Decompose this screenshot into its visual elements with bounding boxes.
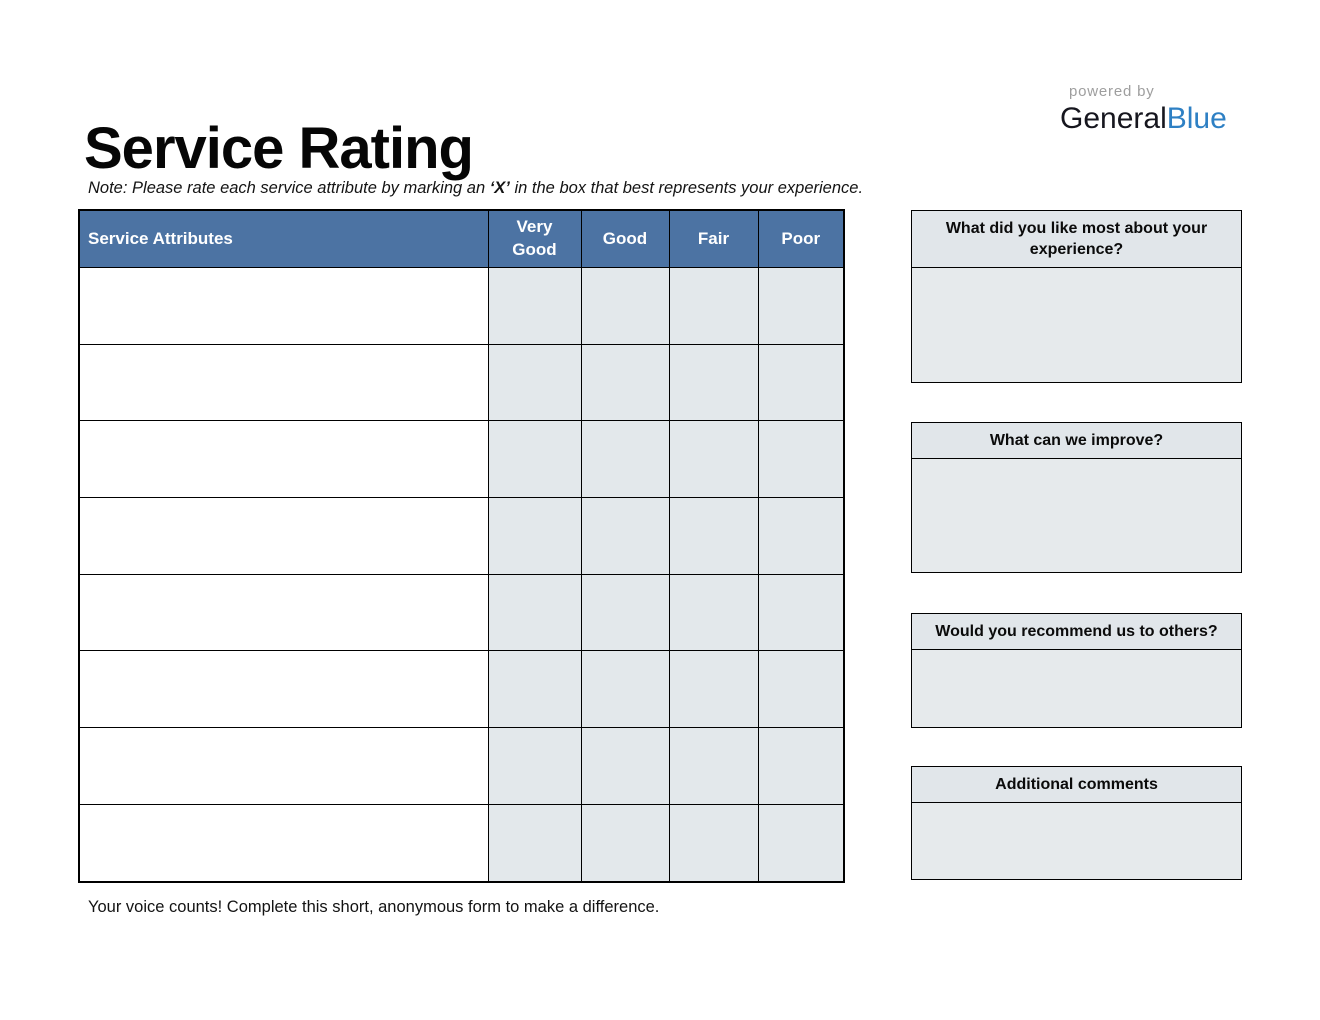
rating-cell-very-good[interactable] [487, 343, 582, 422]
service-attribute-cell[interactable] [78, 420, 489, 499]
table-row [78, 343, 845, 422]
rating-cell-very-good[interactable] [487, 497, 582, 575]
rating-cell-poor[interactable] [757, 497, 845, 575]
table-row [78, 727, 845, 805]
rating-cell-fair[interactable] [668, 497, 759, 575]
rating-cell-good[interactable] [580, 573, 670, 652]
service-attribute-cell[interactable] [78, 267, 489, 345]
rating-cell-fair[interactable] [668, 343, 759, 422]
box-input-recommend[interactable] [912, 650, 1241, 727]
column-header-service-attributes: Service Attributes [78, 209, 489, 268]
rating-cell-good[interactable] [580, 343, 670, 422]
side-box-improve: What can we improve? [911, 422, 1242, 574]
column-header-fair: Fair [668, 209, 759, 268]
service-rating-table: Service Attributes Very Good Good Fair P… [78, 209, 845, 883]
side-box-additional-comments: Additional comments [911, 766, 1242, 881]
rating-cell-good[interactable] [580, 803, 670, 883]
instruction-note: Note: Please rate each service attribute… [88, 179, 863, 198]
table-row [78, 650, 845, 729]
service-attribute-cell[interactable] [78, 803, 489, 883]
note-x-mark: ‘X’ [489, 179, 510, 197]
rating-cell-fair[interactable] [668, 803, 759, 883]
rating-cell-good[interactable] [580, 267, 670, 345]
general-blue-logo: powered by GeneralBlue [1060, 84, 1227, 135]
rating-cell-fair[interactable] [668, 727, 759, 805]
box-title-liked-most: What did you like most about your experi… [912, 211, 1241, 269]
rating-cell-poor[interactable] [757, 420, 845, 499]
rating-cell-poor[interactable] [757, 343, 845, 422]
column-header-good: Good [580, 209, 670, 268]
table-row [78, 497, 845, 575]
rating-cell-good[interactable] [580, 727, 670, 805]
table-row [78, 420, 845, 499]
rating-cell-poor[interactable] [757, 650, 845, 729]
box-input-improve[interactable] [912, 459, 1241, 572]
rating-cell-fair[interactable] [668, 573, 759, 652]
rating-cell-poor[interactable] [757, 803, 845, 883]
note-prefix: Note: Please rate each service attribute… [88, 179, 490, 197]
page-title: Service Rating [84, 115, 474, 181]
table-row [78, 803, 845, 883]
note-suffix: in the box that best represents your exp… [509, 179, 864, 197]
rating-cell-good[interactable] [580, 497, 670, 575]
rating-cell-fair[interactable] [668, 267, 759, 345]
service-attribute-cell[interactable] [78, 573, 489, 652]
table-header-row: Service Attributes Very Good Good Fair P… [78, 209, 845, 268]
side-box-recommend: Would you recommend us to others? [911, 613, 1242, 729]
rating-cell-good[interactable] [580, 420, 670, 499]
brand-general-text: General [1060, 102, 1167, 135]
rating-cell-poor[interactable] [757, 267, 845, 345]
box-input-liked-most[interactable] [912, 268, 1241, 382]
rating-cell-very-good[interactable] [487, 267, 582, 345]
service-attribute-cell[interactable] [78, 343, 489, 422]
column-header-poor: Poor [757, 209, 845, 268]
box-input-additional-comments[interactable] [912, 803, 1241, 879]
rating-cell-good[interactable] [580, 650, 670, 729]
service-attribute-cell[interactable] [78, 727, 489, 805]
rating-cell-fair[interactable] [668, 650, 759, 729]
rating-cell-very-good[interactable] [487, 420, 582, 499]
side-box-liked-most: What did you like most about your experi… [911, 210, 1242, 384]
rating-cell-poor[interactable] [757, 727, 845, 805]
rating-cell-very-good[interactable] [487, 573, 582, 652]
rating-cell-poor[interactable] [757, 573, 845, 652]
box-title-improve: What can we improve? [912, 423, 1241, 460]
brand-wordmark: GeneralBlue [1060, 102, 1227, 135]
table-row [78, 573, 845, 652]
column-header-very-good: Very Good [487, 209, 582, 268]
box-title-recommend: Would you recommend us to others? [912, 614, 1241, 651]
brand-blue-text: Blue [1166, 102, 1227, 135]
rating-cell-very-good[interactable] [487, 727, 582, 805]
powered-by-label: powered by [1069, 83, 1155, 100]
rating-cell-very-good[interactable] [487, 650, 582, 729]
rating-cell-fair[interactable] [668, 420, 759, 499]
table-row [78, 267, 845, 345]
service-attribute-cell[interactable] [78, 650, 489, 729]
box-title-additional-comments: Additional comments [912, 767, 1241, 804]
footer-text: Your voice counts! Complete this short, … [88, 898, 660, 916]
rating-cell-very-good[interactable] [487, 803, 582, 883]
service-attribute-cell[interactable] [78, 497, 489, 575]
